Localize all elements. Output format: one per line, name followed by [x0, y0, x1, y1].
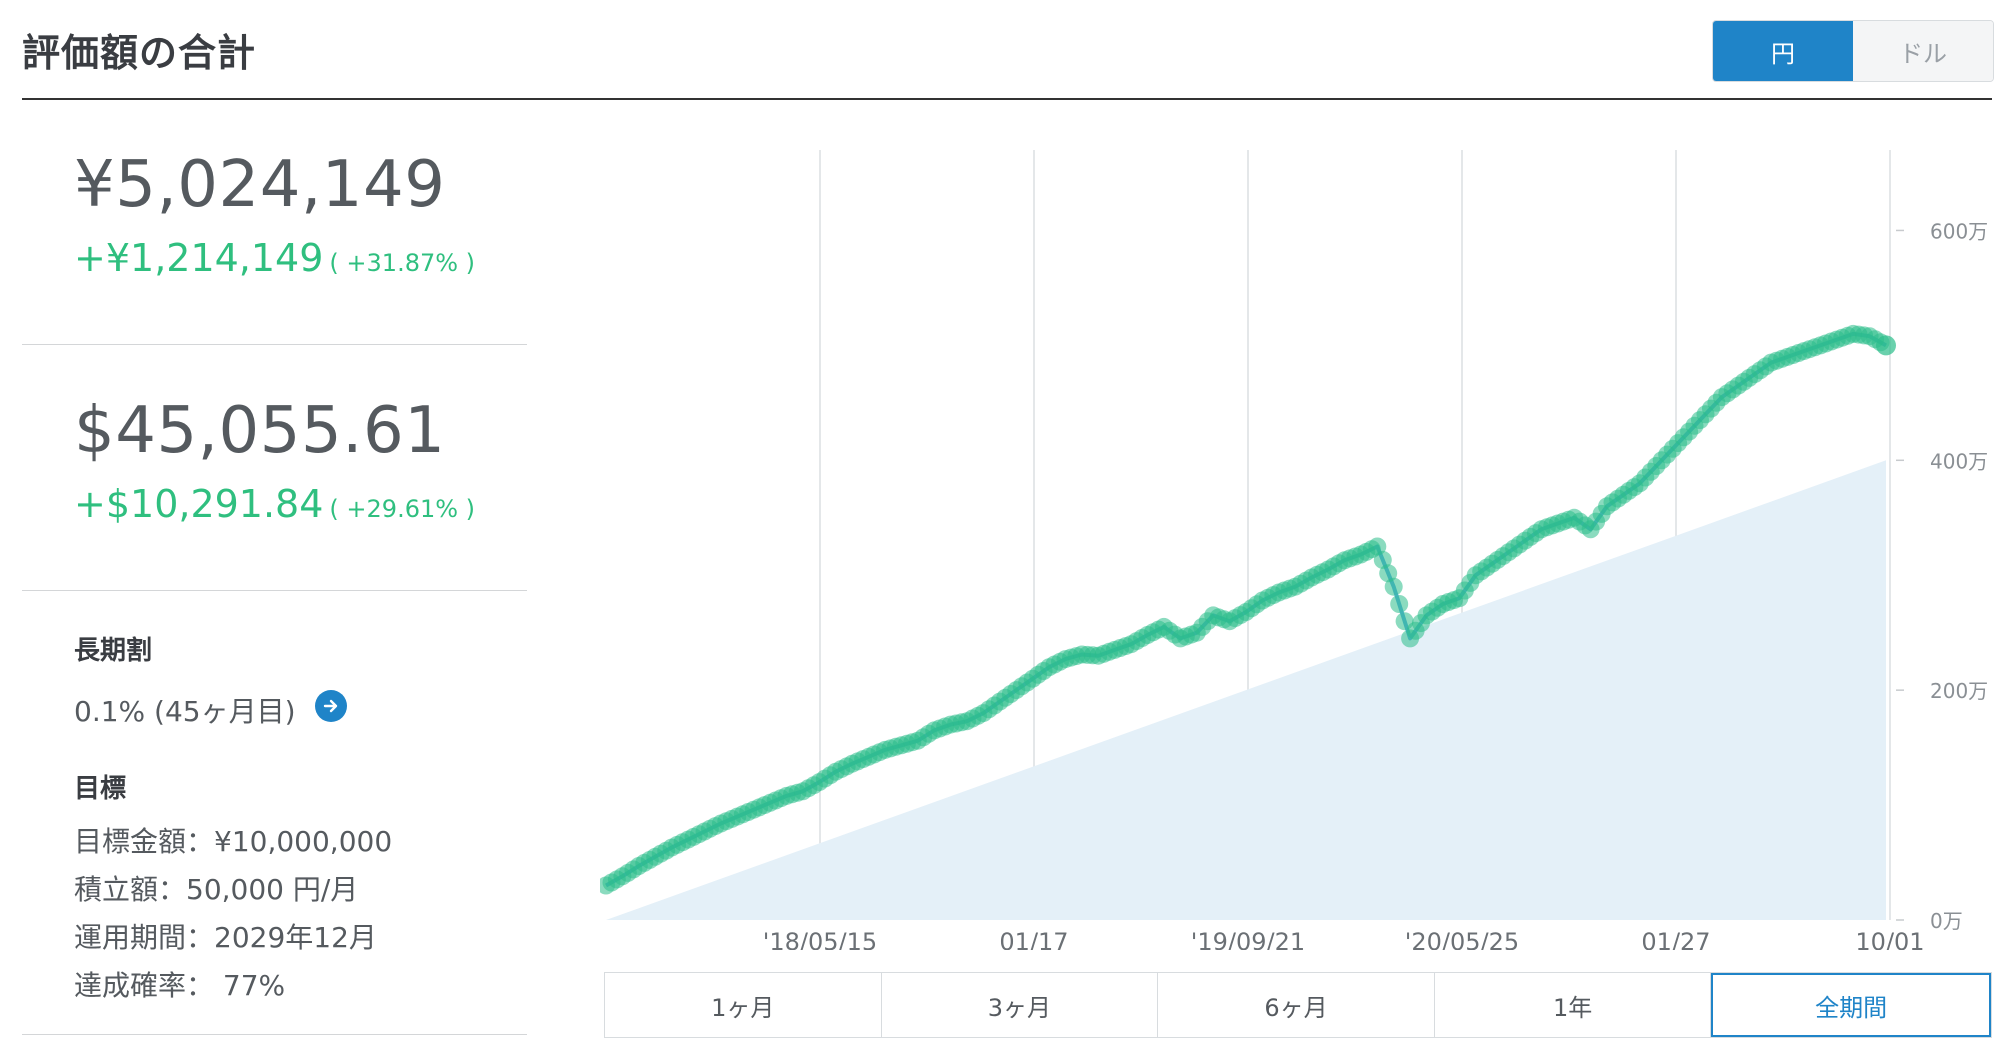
period-selector[interactable]: 1ヶ月 3ヶ月 6ヶ月 1年 全期間 [604, 972, 1992, 1038]
arrow-right-icon[interactable] [315, 690, 347, 722]
y-tick-label: 400万 [1930, 449, 1988, 473]
long-term-discount-value: 0.1% (45ヶ月目) [74, 695, 296, 728]
y-tick-label: 600万 [1930, 219, 1988, 243]
long-term-discount-heading: 長期割 [74, 636, 153, 666]
period-button-3[interactable]: 6ヶ月 [1158, 973, 1435, 1037]
goal-monthly-deposit: 積立額：50,000 円/月 [74, 873, 359, 906]
summary-divider [22, 590, 527, 591]
usd-gain-percent: ( +29.61% ) [329, 495, 476, 523]
usd-total-value: $45,055.61 [74, 394, 446, 468]
summary-divider [22, 344, 527, 345]
page-title: 評価額の合計 [22, 31, 257, 75]
x-tick-label: '20/05/25 [1405, 928, 1519, 950]
header-divider [22, 98, 1992, 100]
period-button-1[interactable]: 1ヶ月 [605, 973, 882, 1037]
usd-gain-value: +$10,291.84 [74, 482, 324, 526]
usd-gain: +$10,291.84( +29.61% ) [74, 482, 475, 526]
goal-heading: 目標 [74, 774, 127, 804]
currency-yen-button[interactable]: 円 [1713, 21, 1853, 81]
x-tick-label: '18/05/15 [763, 928, 877, 950]
currency-dollar-button[interactable]: ドル [1853, 21, 1993, 81]
yen-gain-value: +¥1,214,149 [74, 236, 324, 280]
x-tick-label: 10/01 [1855, 928, 1924, 950]
goal-probability: 達成確率： 77% [74, 969, 286, 1002]
contribution-area [606, 460, 1886, 920]
period-button-5[interactable]: 全期間 [1711, 973, 1991, 1037]
yen-total-value: ¥5,024,149 [74, 148, 446, 222]
data-point [1384, 577, 1403, 596]
y-tick-label: 0万 [1930, 909, 1963, 933]
goal-target-amount: 目標金額：¥10,000,000 [74, 825, 393, 858]
valuation-chart[interactable]: '18/05/15 01/17 '19/09/21 '20/05/25 01/27 10/… [600, 150, 2010, 950]
summary-divider [22, 1034, 527, 1035]
period-button-4[interactable]: 1年 [1435, 973, 1712, 1037]
x-tick-label: '19/09/21 [1191, 928, 1305, 950]
y-tick-label: 200万 [1930, 679, 1988, 703]
data-point [1390, 595, 1409, 613]
goal-period: 運用期間：2029年12月 [74, 921, 377, 954]
period-button-2[interactable]: 3ヶ月 [882, 973, 1159, 1037]
currency-toggle[interactable]: 円 ドル [1712, 20, 1994, 82]
x-tick-label: 01/27 [1641, 928, 1710, 950]
data-point [1876, 335, 1896, 356]
yen-gain: +¥1,214,149( +31.87% ) [74, 236, 475, 280]
yen-gain-percent: ( +31.87% ) [329, 249, 476, 277]
x-tick-label: 01/17 [999, 928, 1068, 950]
